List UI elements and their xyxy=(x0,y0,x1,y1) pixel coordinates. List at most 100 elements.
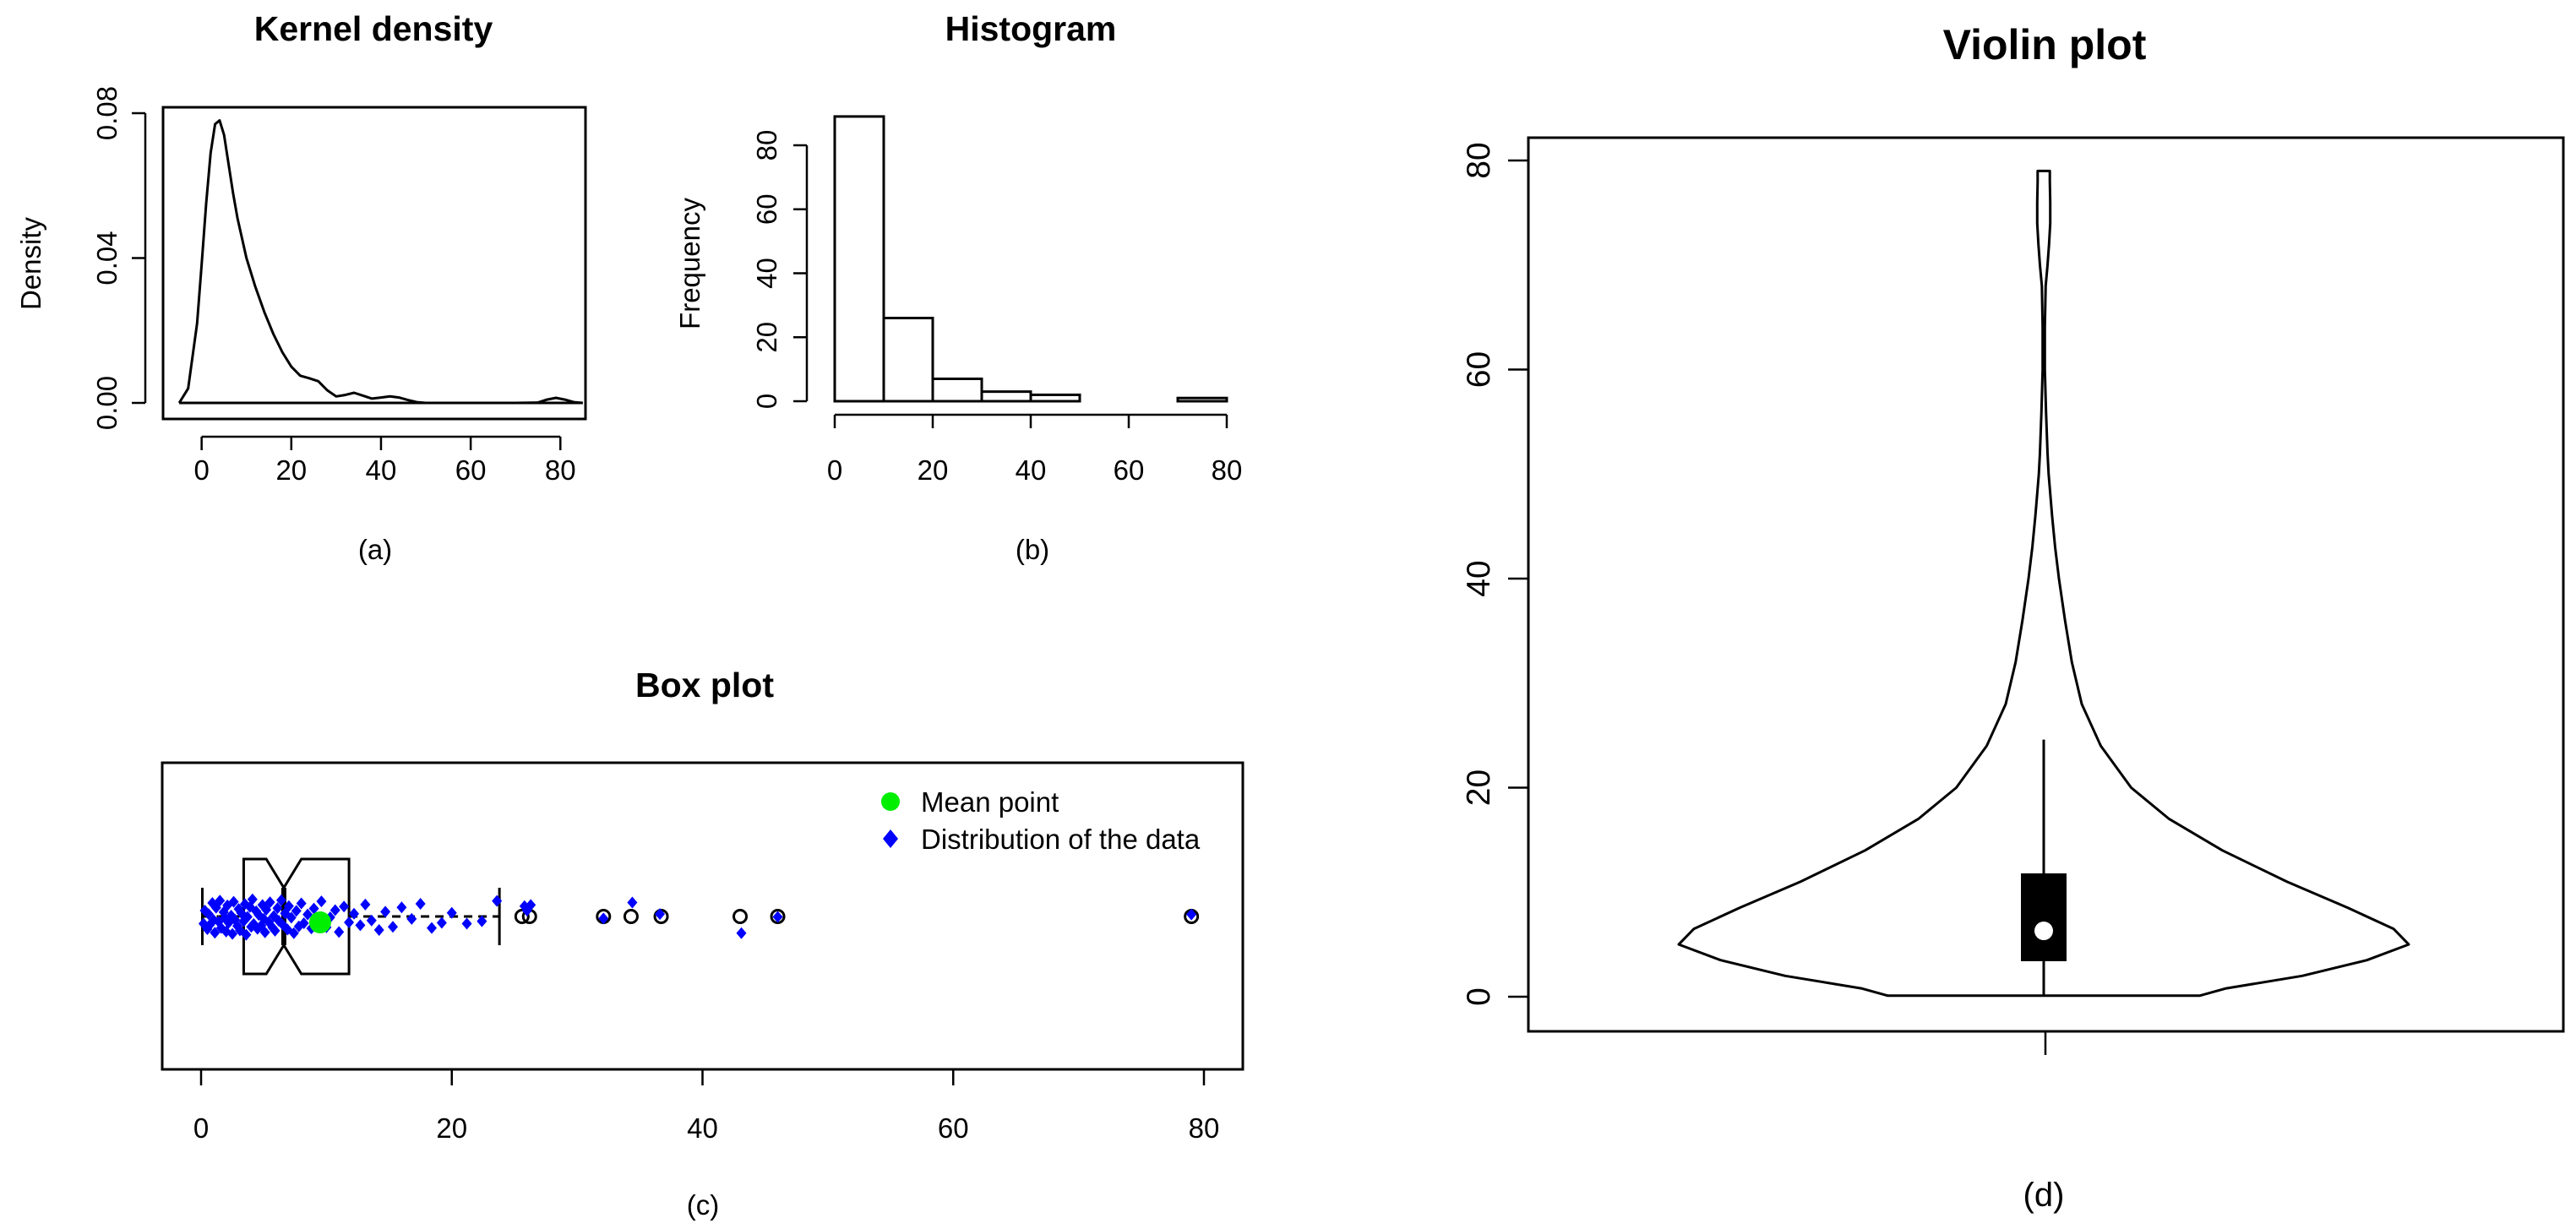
legend-mean-marker xyxy=(881,792,900,811)
distribution-point xyxy=(291,905,302,917)
distribution-point xyxy=(247,893,258,905)
violin-median-point xyxy=(2034,922,2053,941)
distribution-point xyxy=(259,926,270,938)
distribution-point xyxy=(526,899,536,911)
kernel-density-x-tick-label: 40 xyxy=(366,454,397,486)
distribution-point xyxy=(415,897,426,910)
distribution-point xyxy=(339,900,350,913)
distribution-point xyxy=(373,923,384,936)
distribution-point xyxy=(1186,908,1197,921)
histogram-y-tick-label: 40 xyxy=(751,258,782,289)
kernel-density-y-tick-label: 0.00 xyxy=(91,376,123,430)
histogram-plot-area xyxy=(833,115,1228,403)
box-outlier-point xyxy=(514,909,530,924)
box-plot-legend: Mean point Distribution of the data xyxy=(881,786,1201,855)
histogram-y-axis: 0 20 40 60 80 xyxy=(751,130,809,409)
kernel-density-frame xyxy=(161,106,587,421)
distribution-point xyxy=(270,924,280,937)
legend-distribution-marker xyxy=(883,829,898,848)
kernel-density-y-tick-label: 0.04 xyxy=(91,231,123,285)
box-plot-panel: Box plot (c) 0 20 40 60 80 Mean point Distri… xyxy=(161,666,1244,1221)
distribution-point xyxy=(286,911,297,924)
distribution-point xyxy=(272,902,283,915)
histogram-y-tick-label: 60 xyxy=(751,193,782,225)
box-plot-x-tick-label: 20 xyxy=(436,1112,467,1144)
kernel-density-x-tick-label: 80 xyxy=(545,454,576,486)
distribution-point xyxy=(627,896,638,909)
kernel-density-x-tick-label: 20 xyxy=(275,454,307,486)
distribution-point xyxy=(302,908,313,921)
distribution-point xyxy=(396,901,407,914)
histogram-panel: Histogram Frequency (b) 0 20 40 60 80 0 20 40 6… xyxy=(674,9,1242,565)
histogram-x-tick-label: 60 xyxy=(1114,454,1145,486)
histogram-caption: (b) xyxy=(1016,534,1049,565)
violin-box xyxy=(2021,873,2067,961)
histogram-title: Histogram xyxy=(945,9,1117,48)
violin-y-tick-label: 60 xyxy=(1461,351,1497,388)
histogram-x-tick-label: 20 xyxy=(918,454,949,486)
legend-distribution-label: Distribution of the data xyxy=(921,824,1201,855)
box-notched-body xyxy=(242,857,351,976)
box-plot-plot-area xyxy=(198,857,1200,976)
histogram-bar xyxy=(1176,396,1228,403)
histogram-bar xyxy=(931,377,983,403)
violin-plot-title: Violin plot xyxy=(1943,21,2147,68)
violin-outline xyxy=(1677,169,2410,998)
box-outlier-point xyxy=(770,909,786,924)
violin-plot-panel: Violin plot (d) 0 20 40 60 80 xyxy=(1461,21,2565,1214)
distribution-point xyxy=(477,915,487,927)
violin-plot-plot-area xyxy=(1677,169,2410,998)
distribution-point xyxy=(461,917,472,930)
histogram-x-axis: 0 20 40 60 80 xyxy=(827,413,1243,486)
histogram-bar xyxy=(833,115,885,403)
distribution-point xyxy=(355,919,366,932)
distribution-point xyxy=(736,927,747,939)
distribution-point xyxy=(344,916,355,929)
distribution-point xyxy=(210,927,221,939)
distribution-point xyxy=(334,926,345,938)
violin-y-tick-label: 20 xyxy=(1461,769,1497,806)
kernel-density-ylabel: Density xyxy=(15,216,46,310)
distribution-point xyxy=(296,897,307,910)
distribution-point xyxy=(655,908,666,921)
histogram-x-tick-label: 40 xyxy=(1016,454,1047,486)
distribution-point xyxy=(298,916,309,929)
distribution-point xyxy=(380,905,391,918)
histogram-bar xyxy=(882,317,934,403)
kernel-density-panel: Kernel density Density (a) 0 20 40 60 80 0.0… xyxy=(15,9,587,565)
distribution-point xyxy=(366,914,377,927)
violin-y-tick-label: 40 xyxy=(1461,560,1497,596)
violin-y-tick-label: 0 xyxy=(1461,987,1497,1006)
violin-plot-caption: (d) xyxy=(2023,1177,2065,1214)
box-plot-title: Box plot xyxy=(635,666,774,704)
distribution-point xyxy=(228,895,239,908)
histogram-x-tick-label: 80 xyxy=(1212,454,1243,486)
box-outlier-point xyxy=(623,909,639,924)
distribution-point xyxy=(492,895,503,907)
distribution-point xyxy=(360,898,371,911)
distribution-point xyxy=(207,897,218,910)
histogram-y-tick-label: 0 xyxy=(751,394,782,409)
distribution-point xyxy=(329,904,340,916)
kernel-density-title: Kernel density xyxy=(254,9,493,48)
distribution-point xyxy=(227,927,238,940)
histogram-x-tick-label: 0 xyxy=(827,454,842,486)
distribution-point xyxy=(241,928,252,941)
distribution-point xyxy=(349,907,360,920)
distribution-point xyxy=(427,922,438,934)
kernel-density-y-tick-label: 0.08 xyxy=(91,86,123,140)
legend-mean-label: Mean point xyxy=(921,786,1059,818)
box-plot-x-axis: 0 20 40 60 80 xyxy=(193,1068,1220,1144)
violin-y-tick-label: 80 xyxy=(1461,142,1497,178)
distribution-point xyxy=(264,896,275,909)
distribution-point xyxy=(261,904,272,916)
kernel-density-x-tick-label: 60 xyxy=(455,454,487,486)
violin-plot-y-axis: 0 20 40 60 80 xyxy=(1461,142,1530,1006)
distribution-point xyxy=(275,894,286,906)
distribution-point xyxy=(598,912,609,925)
histogram-y-tick-label: 20 xyxy=(751,322,782,353)
kernel-density-y-axis: 0.00 0.04 0.08 xyxy=(91,86,147,430)
box-plot-x-tick-label: 80 xyxy=(1189,1112,1220,1144)
distribution-point xyxy=(242,911,253,923)
